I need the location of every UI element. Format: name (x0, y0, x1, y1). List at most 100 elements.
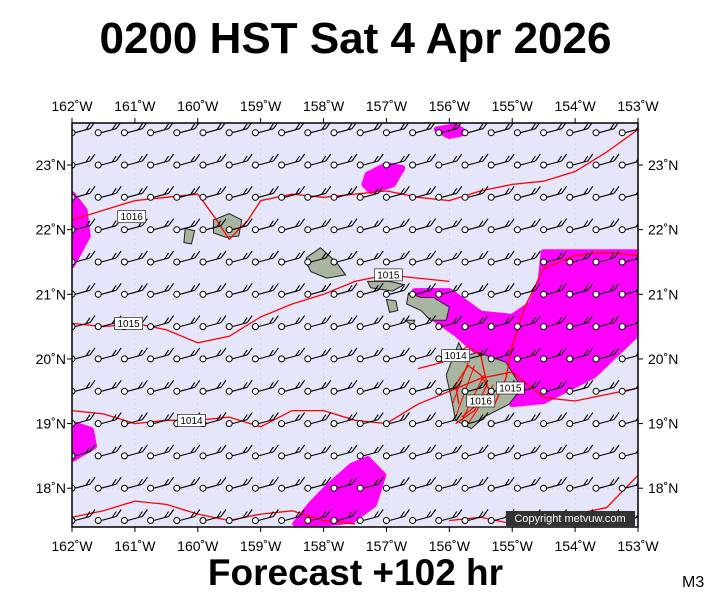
island-molokai (366, 280, 406, 292)
wind-barb (513, 185, 541, 201)
wind-barb-feather (426, 220, 432, 228)
wind-barb-shaft (258, 160, 274, 166)
wind-barb (304, 218, 332, 234)
wind-barb-feather (246, 153, 253, 162)
wind-barb-feather (482, 282, 489, 291)
wind-barb-feather (635, 223, 638, 228)
wind-station-circle (330, 161, 338, 169)
wind-barb-shaft (101, 419, 117, 425)
wind-barb-feather (478, 478, 484, 486)
wind-barb (540, 444, 568, 460)
wind-barb-shaft (310, 160, 326, 166)
wind-station-circle (147, 226, 155, 234)
wind-barb-feather (242, 220, 248, 228)
wind-barb-feather (534, 153, 541, 162)
wind-barb-feather (216, 349, 222, 357)
wind-barb (173, 347, 201, 363)
wind-barb-shaft (494, 322, 510, 328)
wind-barb-feather (351, 185, 358, 194)
wind-barb-feather (557, 155, 563, 163)
wind-station-circle (199, 226, 207, 234)
wind-barb-feather (272, 123, 279, 130)
wind-barb (330, 347, 358, 363)
wind-barb (278, 509, 306, 524)
wind-barb-shaft (415, 386, 431, 392)
wind-barb (382, 379, 410, 395)
wind-barb-shaft (258, 354, 274, 360)
wind-barb-shaft (310, 386, 326, 392)
wind-barb-feather (115, 123, 121, 130)
wind-barb-feather (164, 123, 170, 131)
wind-barb (94, 123, 121, 137)
wind-barb-feather (272, 476, 279, 485)
wind-barb (251, 509, 279, 524)
wind-barb-feather (220, 379, 227, 388)
wind-barb-feather (216, 478, 222, 486)
wind-barb-feather (482, 218, 489, 227)
wind-station-circle (251, 517, 259, 524)
wind-barb (382, 347, 410, 363)
wind-barb-feather (164, 511, 170, 518)
island-maui (406, 292, 450, 321)
wind-barb-feather (561, 476, 568, 485)
wind-station-circle (147, 517, 155, 524)
wind-barb-shaft (467, 483, 484, 489)
wind-barb-feather (85, 381, 91, 389)
wind-station-circle (356, 452, 364, 460)
wind-station-circle (513, 452, 521, 460)
wind-barb-shaft (258, 192, 274, 198)
isobar-label: 1016 (117, 210, 147, 223)
wind-barb-feather (452, 414, 458, 421)
wind-barb-feather (635, 158, 638, 163)
wind-barb (304, 347, 332, 363)
wind-barb-feather (557, 446, 563, 454)
wind-barb-feather (426, 187, 432, 195)
wind-barb-shaft (232, 257, 248, 263)
wind-barb-feather (268, 187, 274, 195)
wind-barb-feather (268, 317, 274, 324)
wind-barb-feather (456, 153, 463, 162)
wind-barb-feather (220, 444, 227, 453)
wind-barb-feather (377, 282, 384, 291)
wind-barb-feather (452, 155, 458, 163)
wind-station-circle (225, 323, 233, 331)
wind-barb-shaft (415, 354, 431, 360)
lat-label-left: 23˚N (36, 157, 66, 173)
wind-barb-shaft (232, 160, 248, 166)
wind-barb (120, 185, 148, 201)
wind-barb-feather (246, 185, 253, 194)
wind-barb (618, 255, 638, 266)
wind-barb-feather (583, 414, 589, 421)
wind-barb-feather (504, 252, 510, 260)
wind-barb-shaft (179, 128, 195, 134)
wind-barb (330, 379, 358, 395)
wind-barb-feather (456, 509, 463, 517)
wind-station-circle (618, 161, 626, 169)
wind-barb-feather (190, 317, 196, 324)
wind-barb (382, 185, 410, 201)
wind-barb-feather (482, 250, 489, 259)
wind-barb-feather (482, 444, 489, 453)
wind-station-circle (618, 226, 626, 234)
wind-barb-feather (456, 250, 463, 259)
wind-barb-feather (456, 379, 463, 388)
wind-barb (566, 315, 594, 331)
wind-barb (540, 153, 568, 169)
lon-label-bottom: 155˚W (492, 538, 534, 554)
wind-barb-feather (242, 478, 248, 486)
isobar-label: 1015 (496, 381, 525, 395)
wind-barb (592, 218, 620, 234)
wind-barb-feather (403, 123, 410, 130)
wind-barb (356, 347, 384, 363)
model-tag: M3 (682, 574, 705, 591)
wind-barb-shaft (363, 257, 379, 263)
wind-station-circle (251, 129, 259, 137)
wind-barb-feather (321, 284, 327, 292)
wind-barb-shaft (494, 160, 510, 166)
wind-station-circle (304, 193, 312, 201)
wind-barb-feather (141, 509, 148, 517)
wind-barb-feather (530, 155, 536, 163)
wind-barb-feather (426, 155, 432, 163)
wind-barb-feather (321, 446, 327, 454)
wind-barb-shaft (363, 483, 379, 489)
